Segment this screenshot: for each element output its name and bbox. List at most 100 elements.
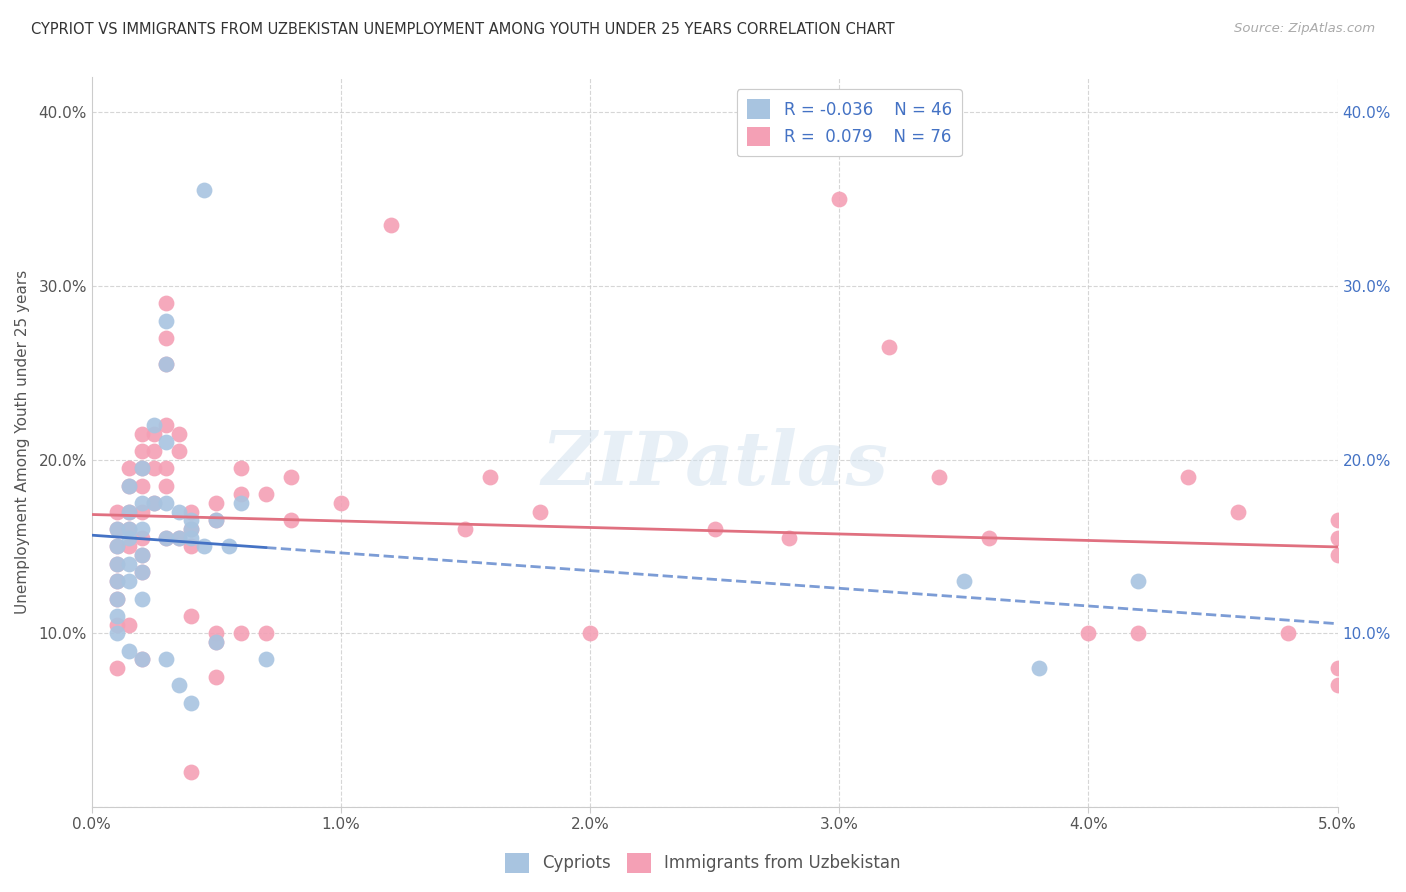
Point: [155, 357, 177, 371]
Point: [155, 496, 177, 510]
Point: [928, 470, 950, 484]
Point: [131, 652, 153, 666]
Point: [105, 574, 128, 589]
Point: [231, 496, 253, 510]
Point: [180, 696, 202, 710]
Point: [131, 505, 153, 519]
Text: Source: ZipAtlas.com: Source: ZipAtlas.com: [1234, 22, 1375, 36]
Point: [118, 574, 141, 589]
Point: [105, 540, 128, 554]
Point: [1326, 661, 1348, 675]
Point: [1326, 531, 1348, 545]
Point: [380, 218, 402, 232]
Point: [155, 435, 177, 450]
Point: [579, 626, 602, 640]
Point: [155, 417, 177, 432]
Point: [155, 296, 177, 310]
Point: [454, 522, 477, 536]
Point: [143, 461, 166, 475]
Point: [143, 443, 166, 458]
Point: [231, 626, 253, 640]
Point: [105, 591, 128, 606]
Point: [105, 557, 128, 571]
Point: [105, 522, 128, 536]
Point: [329, 496, 352, 510]
Point: [155, 357, 177, 371]
Point: [155, 313, 177, 327]
Point: [205, 513, 228, 527]
Point: [131, 478, 153, 492]
Point: [131, 548, 153, 562]
Point: [118, 557, 141, 571]
Point: [155, 531, 177, 545]
Point: [180, 505, 202, 519]
Point: [1128, 574, 1150, 589]
Point: [254, 626, 277, 640]
Point: [231, 461, 253, 475]
Point: [1077, 626, 1099, 640]
Point: [205, 670, 228, 684]
Point: [131, 461, 153, 475]
Point: [180, 522, 202, 536]
Point: [131, 531, 153, 545]
Point: [118, 522, 141, 536]
Point: [218, 540, 240, 554]
Point: [1128, 626, 1150, 640]
Point: [167, 678, 190, 692]
Point: [205, 635, 228, 649]
Point: [105, 661, 128, 675]
Text: CYPRIOT VS IMMIGRANTS FROM UZBEKISTAN UNEMPLOYMENT AMONG YOUTH UNDER 25 YEARS CO: CYPRIOT VS IMMIGRANTS FROM UZBEKISTAN UN…: [31, 22, 894, 37]
Point: [131, 461, 153, 475]
Point: [118, 617, 141, 632]
Point: [131, 548, 153, 562]
Point: [131, 522, 153, 536]
Point: [131, 496, 153, 510]
Point: [118, 478, 141, 492]
Point: [131, 566, 153, 580]
Point: [1326, 513, 1348, 527]
Point: [155, 478, 177, 492]
Point: [953, 574, 976, 589]
Point: [167, 531, 190, 545]
Point: [167, 443, 190, 458]
Point: [1326, 548, 1348, 562]
Text: ZIPatlas: ZIPatlas: [541, 428, 889, 500]
Point: [529, 505, 551, 519]
Point: [193, 540, 215, 554]
Point: [118, 531, 141, 545]
Point: [828, 192, 851, 206]
Point: [280, 513, 302, 527]
Point: [231, 487, 253, 501]
Legend: R = -0.036    N = 46, R =  0.079    N = 76: R = -0.036 N = 46, R = 0.079 N = 76: [737, 89, 962, 156]
Point: [180, 522, 202, 536]
Point: [180, 531, 202, 545]
Point: [118, 643, 141, 657]
Point: [105, 522, 128, 536]
Point: [155, 461, 177, 475]
Point: [118, 505, 141, 519]
Y-axis label: Unemployment Among Youth under 25 years: Unemployment Among Youth under 25 years: [15, 270, 30, 615]
Point: [1277, 626, 1299, 640]
Point: [105, 608, 128, 623]
Point: [180, 513, 202, 527]
Point: [205, 626, 228, 640]
Point: [778, 531, 800, 545]
Point: [131, 591, 153, 606]
Point: [105, 591, 128, 606]
Point: [105, 617, 128, 632]
Point: [131, 566, 153, 580]
Point: [105, 626, 128, 640]
Point: [167, 505, 190, 519]
Point: [143, 496, 166, 510]
Point: [1226, 505, 1249, 519]
Point: [131, 443, 153, 458]
Point: [118, 540, 141, 554]
Point: [105, 574, 128, 589]
Point: [877, 340, 900, 354]
Point: [118, 505, 141, 519]
Point: [280, 470, 302, 484]
Point: [167, 426, 190, 441]
Point: [118, 478, 141, 492]
Point: [118, 461, 141, 475]
Point: [180, 608, 202, 623]
